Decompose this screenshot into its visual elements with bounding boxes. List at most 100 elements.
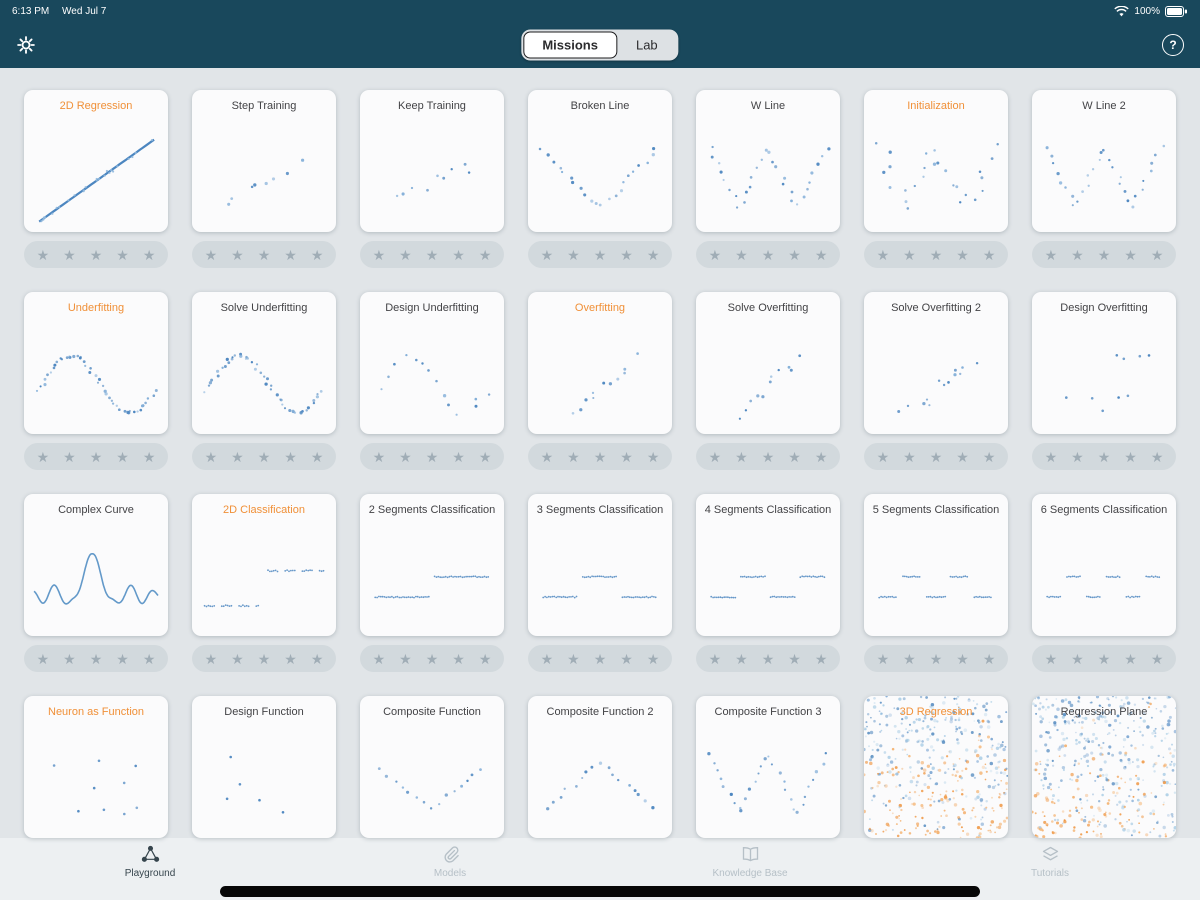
- star-icon: ★: [708, 650, 722, 667]
- star-icon: ★: [1150, 650, 1164, 667]
- mission-card-solve-overfitting[interactable]: Solve Overfitting: [696, 292, 840, 434]
- mission-title: Step Training: [231, 100, 297, 112]
- mission-chart: [1046, 575, 1161, 599]
- tab-item-knowledge-base[interactable]: Knowledge Base: [600, 844, 900, 900]
- mission-card-complex-curve[interactable]: Complex Curve: [24, 494, 168, 636]
- mission-card-design-underfitting[interactable]: Design Underfitting: [360, 292, 504, 434]
- tab-item-playground[interactable]: Playground: [0, 844, 300, 900]
- star-icon: ★: [310, 448, 324, 465]
- star-rating: ★ ★ ★ ★ ★: [528, 241, 672, 268]
- mission-title: 5 Segments Classification: [872, 504, 1000, 516]
- mission-cell: Complex Curve ★ ★ ★ ★ ★: [24, 494, 168, 672]
- star-icon: ★: [1071, 448, 1084, 465]
- mission-card-w-line-2[interactable]: W Line 2: [1032, 90, 1176, 232]
- tab-lab[interactable]: Lab: [617, 32, 677, 59]
- home-indicator[interactable]: [220, 886, 980, 897]
- star-icon: ★: [735, 650, 748, 667]
- mission-chart: [538, 147, 656, 207]
- tab-item-models[interactable]: Models: [300, 844, 600, 900]
- knowledge-icon: [742, 847, 758, 862]
- mission-card-initialization[interactable]: Initialization: [864, 90, 1008, 232]
- segmented-control: Missions Lab: [521, 29, 679, 61]
- mission-title: Overfitting: [574, 302, 626, 314]
- mission-chart: [710, 575, 826, 599]
- mission-card-underfitting[interactable]: Underfitting: [24, 292, 168, 434]
- mission-card-design-overfitting[interactable]: Design Overfitting: [1032, 292, 1176, 434]
- mission-cell: Design Overfitting ★ ★ ★ ★ ★: [1032, 292, 1176, 470]
- tab-missions[interactable]: Missions: [523, 31, 617, 59]
- mission-card-neuron-as-function[interactable]: Neuron as Function: [24, 696, 168, 838]
- star-rating: ★ ★ ★ ★ ★: [528, 443, 672, 470]
- tab-item-label: Playground: [124, 868, 176, 879]
- mission-card-3d-regression[interactable]: 3D Regression: [864, 696, 1008, 838]
- gear-icon: [17, 36, 35, 54]
- mission-card-composite-function-3[interactable]: Composite Function 3: [696, 696, 840, 838]
- mission-card-6-segments-classification[interactable]: 6 Segments Classification: [1032, 494, 1176, 636]
- mission-chart: [1065, 354, 1151, 413]
- mission-cell: W Line 2 ★ ★ ★ ★ ★: [1032, 90, 1176, 268]
- settings-button[interactable]: [16, 35, 36, 55]
- mission-chart: [374, 575, 490, 599]
- mission-title: 4 Segments Classification: [704, 504, 832, 516]
- star-icon: ★: [788, 650, 801, 667]
- mission-title: Composite Function: [383, 706, 481, 718]
- star-icon: ★: [1097, 246, 1111, 263]
- star-icon: ★: [593, 650, 607, 667]
- tutorials-icon: [1042, 846, 1058, 861]
- mission-card-composite-function-2[interactable]: Composite Function 2: [528, 696, 672, 838]
- star-rating: ★ ★ ★ ★ ★: [1032, 241, 1176, 268]
- mission-title: Design Underfitting: [385, 302, 479, 314]
- mission-card-design-function[interactable]: Design Function: [192, 696, 336, 838]
- star-icon: ★: [89, 448, 103, 465]
- star-icon: ★: [929, 246, 943, 263]
- mission-card-broken-line[interactable]: Broken Line: [528, 90, 672, 232]
- mission-card-keep-training[interactable]: Keep Training: [360, 90, 504, 232]
- star-icon: ★: [708, 246, 722, 263]
- mission-title: Design Function: [224, 706, 304, 718]
- mission-card-overfitting[interactable]: Overfitting: [528, 292, 672, 434]
- mission-title: 2 Segments Classification: [368, 504, 496, 516]
- tab-item-tutorials[interactable]: Tutorials: [900, 844, 1200, 900]
- mission-cell: 4 Segments Classification ★ ★ ★ ★ ★: [696, 494, 840, 672]
- star-icon: ★: [593, 448, 607, 465]
- star-icon: ★: [620, 448, 633, 465]
- mission-title: 3 Segments Classification: [536, 504, 664, 516]
- star-icon: ★: [982, 246, 996, 263]
- help-label: ?: [1169, 38, 1177, 52]
- mission-card-step-training[interactable]: Step Training: [192, 90, 336, 232]
- mission-card-w-line[interactable]: W Line: [696, 90, 840, 232]
- star-rating: ★ ★ ★ ★ ★: [528, 645, 672, 672]
- mission-card-2d-classification[interactable]: 2D Classification: [192, 494, 336, 636]
- star-icon: ★: [372, 650, 386, 667]
- star-rating: ★ ★ ★ ★ ★: [696, 443, 840, 470]
- star-rating: ★ ★ ★ ★ ★: [24, 443, 168, 470]
- mission-chart: [707, 752, 827, 814]
- mission-cell: 3D Regression: [864, 696, 1008, 838]
- mission-cell: 5 Segments Classification ★ ★ ★ ★ ★: [864, 494, 1008, 672]
- mission-chart: [225, 755, 285, 814]
- mission-chart: [874, 141, 999, 210]
- mission-card-2d-regression[interactable]: 2D Regression: [24, 90, 168, 232]
- mission-title: Neuron as Function: [48, 706, 144, 718]
- mission-card-regression-plane[interactable]: Regression Plane: [1032, 696, 1176, 838]
- help-button[interactable]: ?: [1162, 34, 1184, 56]
- star-icon: ★: [142, 448, 156, 465]
- mission-card-composite-function[interactable]: Composite Function: [360, 696, 504, 838]
- mission-chart: [897, 361, 979, 413]
- mission-card-2-segments-classification[interactable]: 2 Segments Classification: [360, 494, 504, 636]
- mission-card-solve-underfitting[interactable]: Solve Underfitting: [192, 292, 336, 434]
- star-icon: ★: [142, 650, 156, 667]
- mission-card-4-segments-classification[interactable]: 4 Segments Classification: [696, 494, 840, 636]
- star-icon: ★: [1124, 650, 1137, 667]
- star-icon: ★: [425, 448, 439, 465]
- mission-title: Solve Overfitting: [727, 302, 809, 314]
- mission-card-3-segments-classification[interactable]: 3 Segments Classification: [528, 494, 672, 636]
- mission-chart: [542, 575, 657, 599]
- mission-title: Regression Plane: [1060, 706, 1148, 718]
- mission-chart: [52, 759, 139, 816]
- mission-card-5-segments-classification[interactable]: 5 Segments Classification: [864, 494, 1008, 636]
- mission-card-solve-overfitting-2[interactable]: Solve Overfitting 2: [864, 292, 1008, 434]
- status-bar: 6:13 PM Wed Jul 7 100%: [0, 0, 1200, 22]
- star-rating: ★ ★ ★ ★ ★: [1032, 443, 1176, 470]
